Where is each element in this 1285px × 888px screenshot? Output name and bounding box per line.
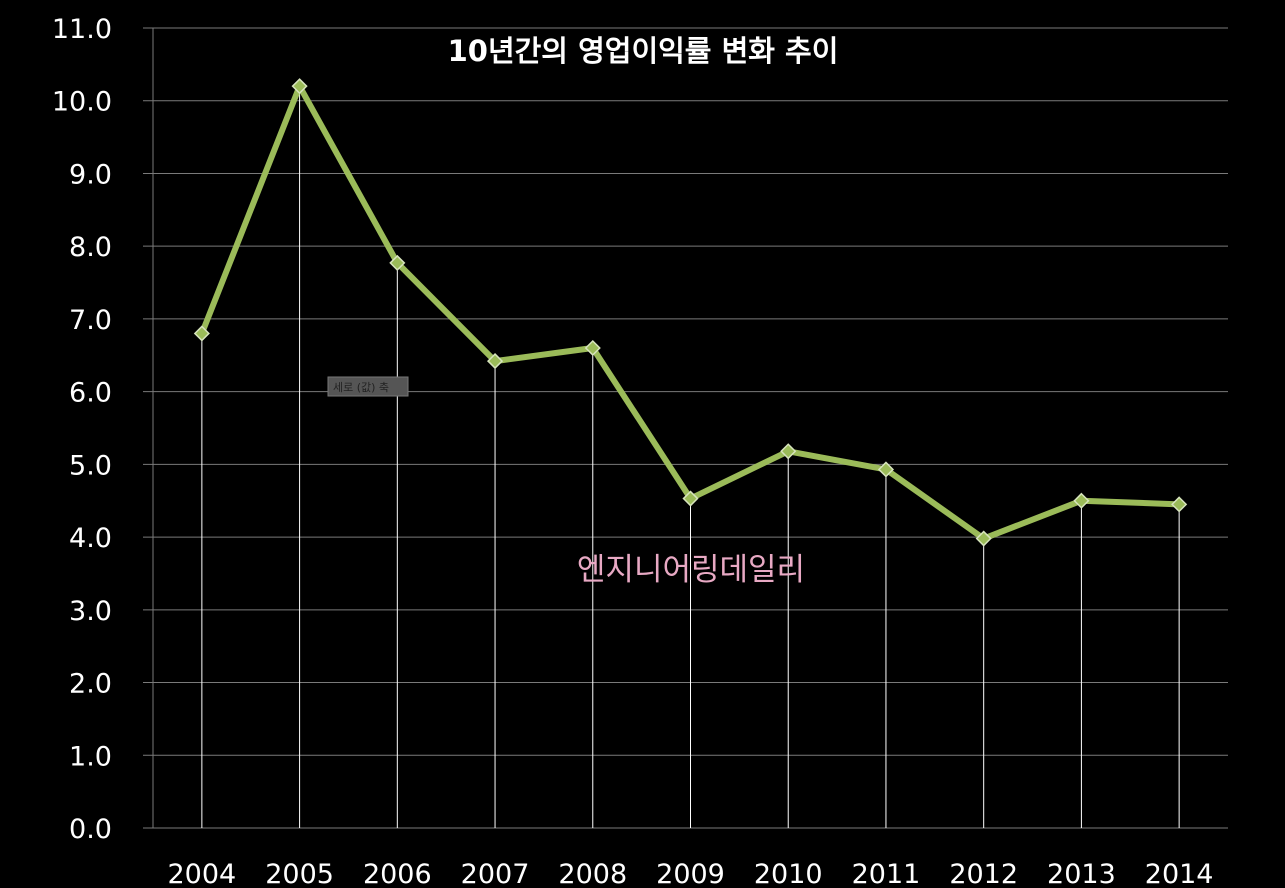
data-point-2012[interactable] — [975, 530, 992, 547]
data-markers[interactable] — [193, 78, 1188, 547]
data-point-2004[interactable] — [193, 325, 210, 342]
x-axis[interactable]: 2004 2005 2006 2007 2008 2009 2010 2011 2012 2013… — [168, 859, 1214, 888]
y-tick-label: 10.0 — [52, 87, 112, 118]
x-tick-label: 2008 — [558, 859, 627, 888]
x-tick-label: 2012 — [949, 859, 1018, 888]
y-tick-label: 2.0 — [69, 669, 112, 700]
data-point-2011[interactable] — [877, 461, 895, 478]
x-tick-label: 2007 — [461, 859, 530, 888]
y-tick-label: 4.0 — [69, 523, 112, 554]
axis-tooltip: 세로 (값) 축 — [327, 376, 409, 397]
y-tick-label: 3.0 — [69, 596, 112, 627]
y-tick-label: 5.0 — [69, 450, 112, 481]
x-tick-label: 2011 — [852, 859, 921, 888]
y-tick-label: 0.0 — [69, 814, 112, 845]
x-tick-label: 2014 — [1145, 859, 1214, 888]
x-tick-label: 2005 — [265, 859, 334, 888]
y-tick-label: 7.0 — [69, 305, 112, 336]
series-line[interactable] — [199, 83, 1180, 542]
data-point-2009[interactable] — [682, 490, 699, 507]
x-tick-label: 2010 — [754, 859, 823, 888]
data-point-2013[interactable] — [1073, 492, 1090, 509]
x-tick-label: 2009 — [656, 859, 725, 888]
y-tick-label: 11.0 — [52, 14, 112, 45]
chart-title: 10년간의 영업이익률 변화 추이 — [448, 34, 839, 68]
data-point-2007[interactable] — [486, 353, 504, 370]
data-point-2010[interactable] — [780, 443, 797, 460]
gridlines — [143, 27, 1228, 829]
y-tick-label: 6.0 — [69, 378, 112, 409]
y-tick-label: 8.0 — [69, 232, 112, 263]
x-tick-label: 2013 — [1047, 859, 1116, 888]
x-tick-label: 2006 — [363, 859, 432, 888]
axis-tooltip-text: 세로 (값) 축 — [333, 381, 389, 394]
data-point-2006[interactable] — [389, 254, 406, 271]
y-tick-label: 1.0 — [69, 741, 112, 772]
y-axis[interactable]: 0.0 1.0 2.0 3.0 4.0 5.0 6.0 7.0 8.0 9.0 10.0 11.0 — [52, 14, 112, 845]
watermark-text: 엔지니어링데일리 — [577, 552, 805, 588]
drop-lines — [201, 86, 1180, 828]
data-point-2014[interactable] — [1171, 496, 1188, 513]
x-tick-label: 2004 — [168, 859, 237, 888]
data-point-2008[interactable] — [584, 339, 601, 357]
series-operating-margin[interactable] — [199, 83, 1180, 542]
data-point-2005[interactable] — [291, 78, 308, 95]
y-tick-label: 9.0 — [69, 159, 112, 190]
